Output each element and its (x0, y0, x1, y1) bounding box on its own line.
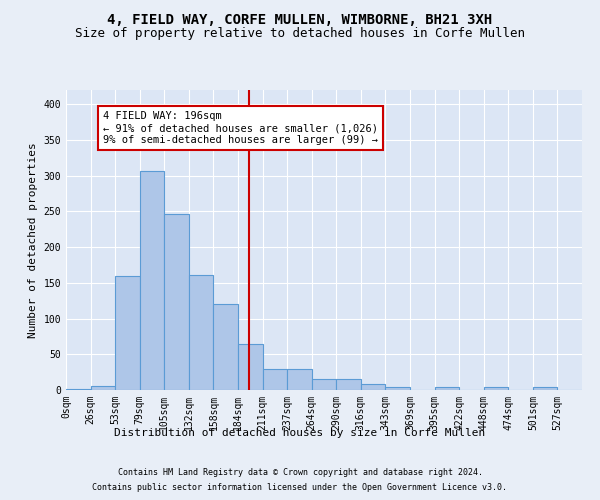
Bar (434, 387, 459, 390)
Bar (263, 368, 287, 390)
Bar (115, 276, 140, 390)
Bar (189, 275, 214, 390)
Bar (214, 304, 238, 390)
Bar (287, 368, 312, 390)
Bar (91, 386, 115, 390)
Text: 4, FIELD WAY, CORFE MULLEN, WIMBORNE, BH21 3XH: 4, FIELD WAY, CORFE MULLEN, WIMBORNE, BH… (107, 12, 493, 26)
Bar (164, 214, 189, 390)
Bar (533, 387, 557, 390)
Text: Distribution of detached houses by size in Corfe Mullen: Distribution of detached houses by size … (115, 428, 485, 438)
Text: Contains HM Land Registry data © Crown copyright and database right 2024.: Contains HM Land Registry data © Crown c… (118, 468, 482, 477)
Bar (238, 344, 263, 390)
Bar (312, 380, 336, 390)
Bar (66, 388, 91, 390)
Bar (336, 380, 361, 390)
Bar (385, 387, 410, 390)
Text: Contains public sector information licensed under the Open Government Licence v3: Contains public sector information licen… (92, 483, 508, 492)
Y-axis label: Number of detached properties: Number of detached properties (28, 142, 38, 338)
Bar (140, 170, 164, 390)
Bar (484, 387, 508, 390)
Text: Size of property relative to detached houses in Corfe Mullen: Size of property relative to detached ho… (75, 28, 525, 40)
Bar (361, 384, 385, 390)
Text: 4 FIELD WAY: 196sqm
← 91% of detached houses are smaller (1,026)
9% of semi-deta: 4 FIELD WAY: 196sqm ← 91% of detached ho… (103, 112, 378, 144)
